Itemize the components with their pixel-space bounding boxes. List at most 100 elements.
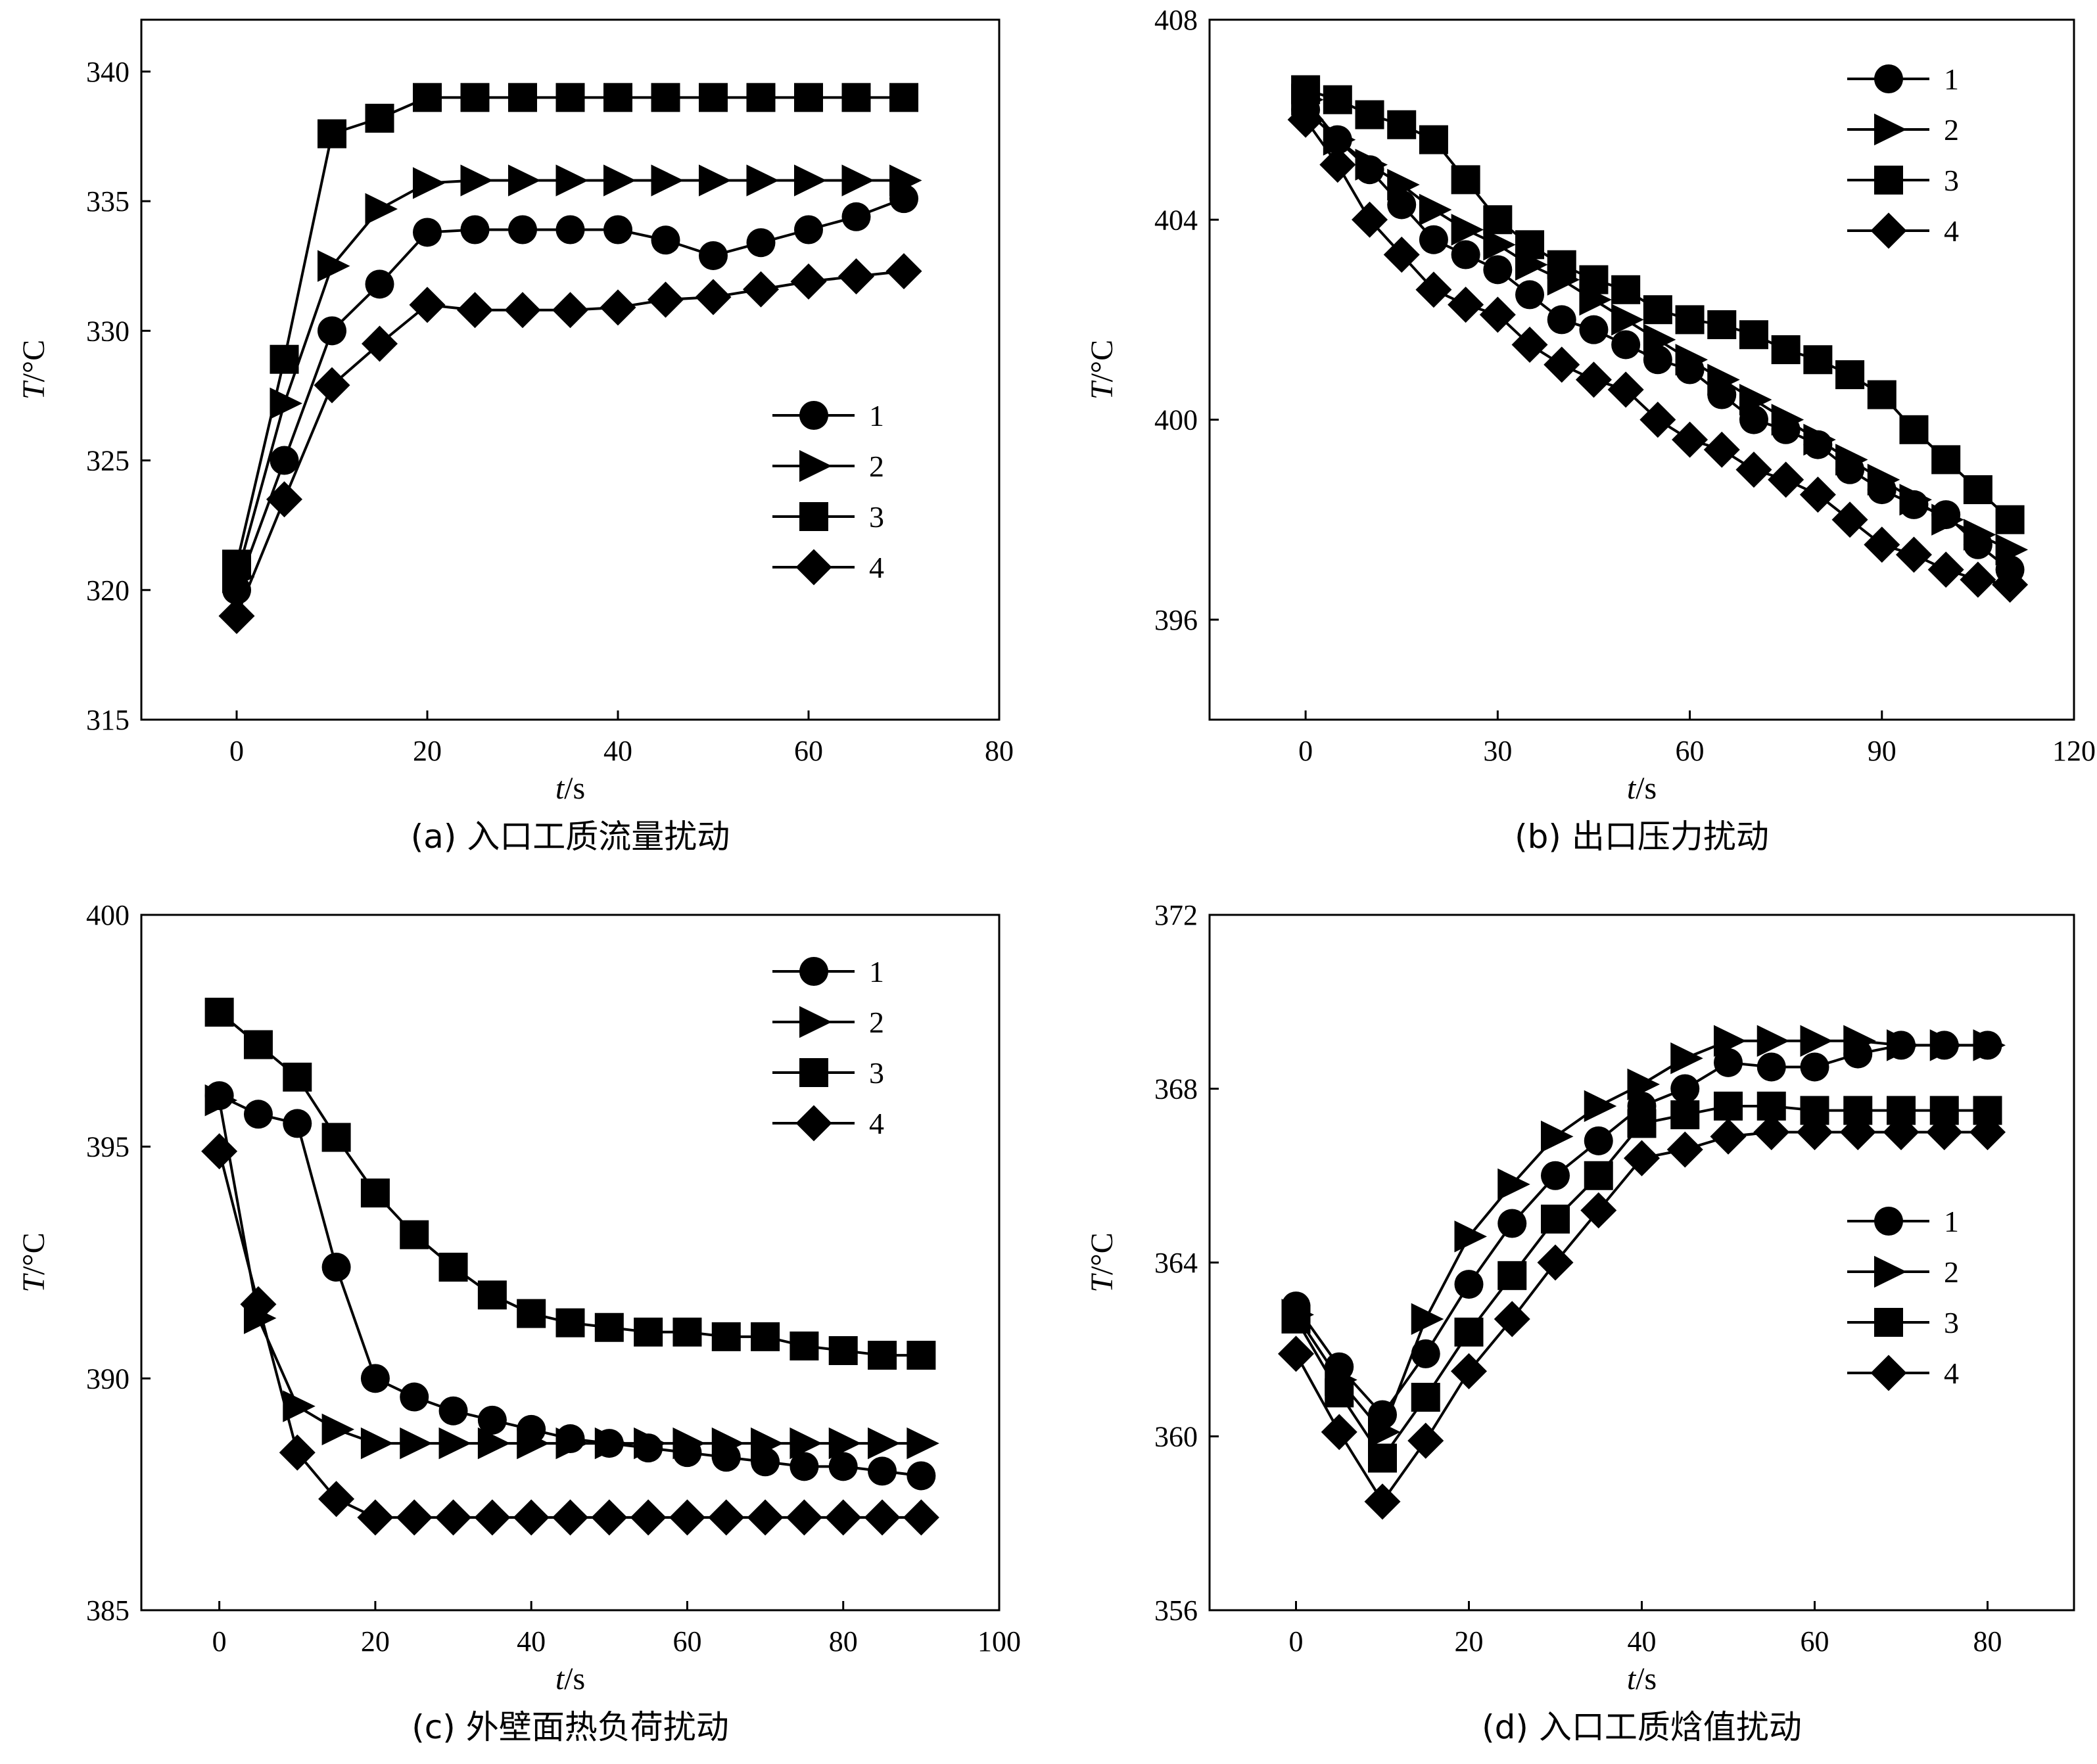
series-4-point	[591, 1499, 628, 1536]
series-1-point	[746, 228, 776, 258]
series-3-point	[1995, 505, 2025, 534]
series-1-point	[1547, 305, 1576, 335]
series-1-point	[1454, 1270, 1484, 1299]
series-3-point	[1584, 1161, 1613, 1190]
series-3-point	[555, 1308, 585, 1337]
x-tick-label: 0	[229, 735, 244, 767]
panel-caption: (d) 入口工质焓值扰动	[1482, 1708, 1802, 1746]
series-1-point	[828, 1452, 858, 1481]
y-tick-label: 356	[1154, 1594, 1198, 1627]
series-2-point	[1867, 463, 1900, 496]
x-tick-label: 40	[1628, 1625, 1657, 1658]
series-1-point	[1800, 1052, 1829, 1082]
series-2	[1281, 1025, 2006, 1449]
series-1-point	[477, 1405, 507, 1435]
legend-marker-1	[799, 401, 828, 430]
series-2-point	[603, 164, 636, 197]
series-3-point	[889, 83, 918, 112]
plot-frame	[140, 914, 1001, 1612]
series-1-point	[1419, 225, 1448, 254]
series-4-point	[1415, 271, 1452, 308]
series-2-point	[1929, 1029, 1963, 1061]
series-3-point	[1899, 415, 1929, 444]
series-4-point	[1883, 1114, 1920, 1151]
series-4-point	[457, 292, 493, 329]
series-3-point	[1739, 320, 1768, 350]
series-2-point	[594, 1427, 628, 1460]
series-4-point	[435, 1499, 472, 1536]
series-2-point	[1963, 519, 1996, 551]
series-2-point	[1670, 1042, 1703, 1075]
series-4-point	[1992, 567, 2029, 603]
series-3-point	[789, 1331, 819, 1360]
series-3-point	[318, 119, 346, 149]
series-3-point	[746, 83, 776, 112]
series-1-point	[283, 1109, 312, 1138]
series-3-point	[1325, 1378, 1354, 1408]
legend: 1 2 3 4	[1847, 1205, 1959, 1391]
series-4-point	[513, 1499, 550, 1536]
series-4-point	[1511, 326, 1548, 363]
series-3-point	[1541, 1204, 1570, 1234]
series-2-point	[1541, 1121, 1574, 1153]
series-4-point	[1407, 1422, 1444, 1459]
x-tick-label: 30	[1483, 735, 1512, 767]
y-tick-label: 396	[1154, 604, 1198, 636]
series-2-point	[360, 1427, 394, 1460]
series-3-point	[438, 1253, 468, 1282]
series-4-point	[1624, 1140, 1660, 1176]
series-3-point	[1835, 360, 1865, 390]
y-tick-label: 360	[1154, 1421, 1198, 1453]
legend-marker-4	[1870, 212, 1907, 249]
legend-label-3: 3	[1944, 1306, 1959, 1339]
series-3-point	[555, 83, 585, 112]
series-2-point	[1835, 444, 1868, 476]
series-3-point	[1643, 295, 1672, 325]
series-4-point	[790, 263, 827, 300]
y-tick-label: 315	[86, 704, 130, 736]
y-tick-label: 340	[86, 56, 130, 88]
series-2-line	[1304, 99, 2011, 551]
series-4-point	[474, 1499, 511, 1536]
series-3-point	[1963, 475, 1992, 505]
legend-label-4: 4	[1944, 1357, 1959, 1390]
series-1-point	[1611, 330, 1641, 360]
x-tick-label: 100	[978, 1625, 1021, 1658]
legend: 1 2 3 4	[772, 955, 884, 1142]
x-tick-label: 40	[603, 735, 632, 767]
series-4-point	[1927, 551, 1964, 588]
legend-label-4: 4	[869, 1107, 884, 1140]
legend-label-4: 4	[1944, 214, 1959, 248]
legend-marker-1	[1874, 64, 1903, 93]
plot-frame	[1208, 18, 2075, 721]
series-2-point	[1497, 1168, 1530, 1201]
series-2-point	[438, 1427, 472, 1460]
series-4-point	[1543, 346, 1580, 383]
series-2-point	[1451, 214, 1484, 246]
series-4-point	[357, 1499, 394, 1536]
x-tick-label: 20	[1455, 1625, 1484, 1658]
series-2-point	[365, 193, 398, 225]
series-1-point	[868, 1456, 897, 1486]
chart-panel-3: 0 20 40 60 80 100 385 390 395 400 t/s T/°C 1 2 3 4 (c) 外…	[16, 899, 1021, 1746]
series-2-point	[1483, 229, 1516, 261]
series-4-point	[600, 289, 636, 326]
series-4-point	[1735, 452, 1772, 488]
legend-marker-4	[795, 1105, 832, 1142]
series-3	[1291, 75, 2025, 534]
series-4	[1287, 101, 2029, 603]
x-axis-label: t/s	[1627, 771, 1657, 806]
series-3-point	[1579, 265, 1609, 294]
series-1-point	[1451, 240, 1480, 269]
series-2-point	[1584, 1090, 1617, 1123]
series-2-point	[555, 164, 588, 197]
y-axis-label: T/°C	[1085, 340, 1119, 400]
series-2-point	[1323, 124, 1356, 156]
series-4-point	[1287, 101, 1324, 138]
series-4-point	[885, 253, 922, 290]
series-3-point	[1931, 445, 1961, 475]
series-4-point	[396, 1499, 433, 1536]
y-tick-label: 372	[1154, 899, 1198, 931]
series-4-point	[1926, 1114, 1963, 1151]
y-tick-label: 368	[1154, 1073, 1198, 1105]
